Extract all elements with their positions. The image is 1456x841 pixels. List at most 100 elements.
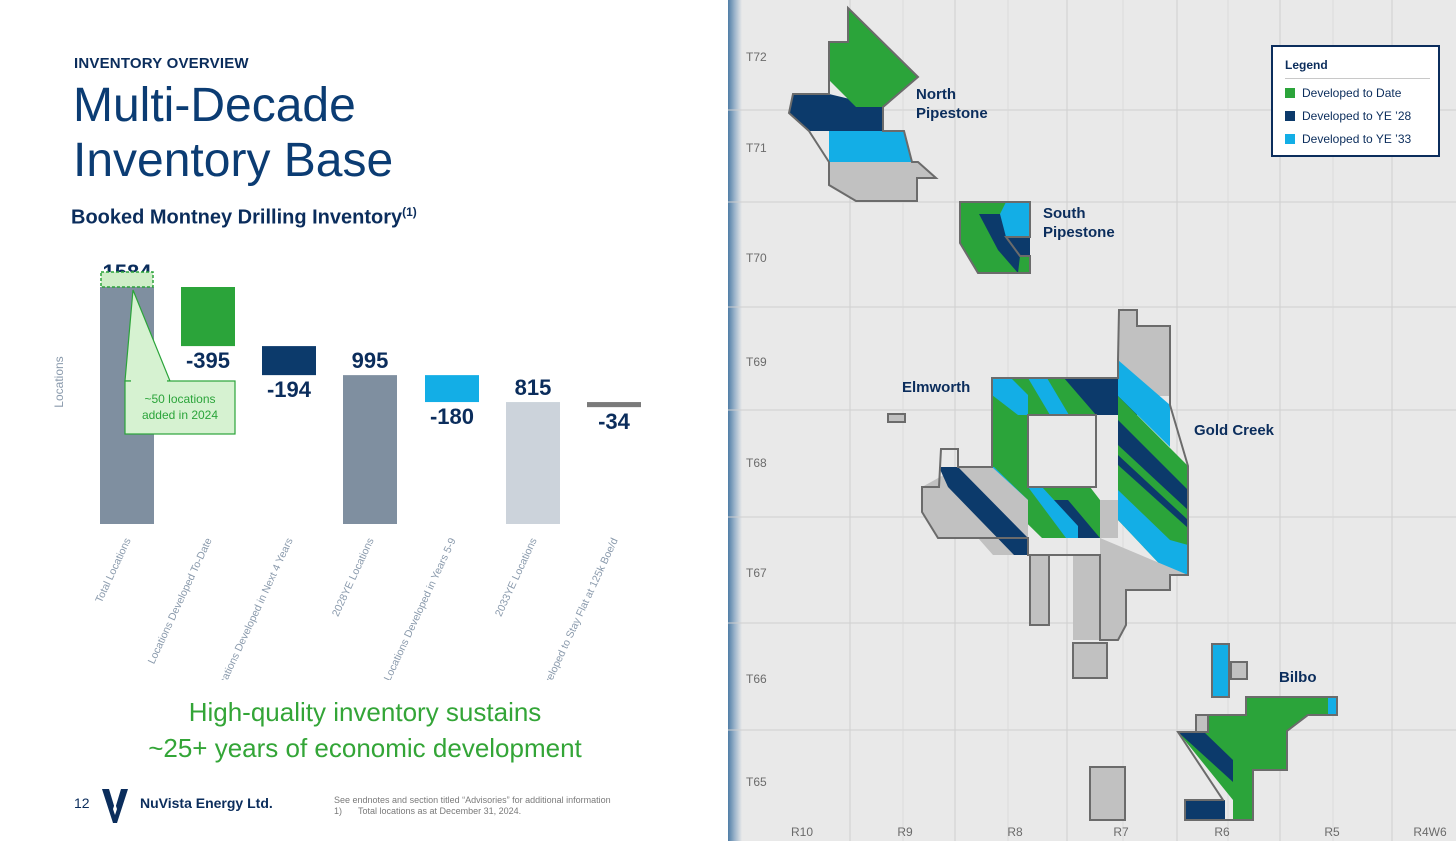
inventory-parcel xyxy=(1100,500,1118,538)
township-label: T68 xyxy=(746,456,767,470)
category-label: Total Locations xyxy=(93,536,133,605)
chart-title-footnote-ref: (1) xyxy=(402,205,417,219)
category-label: 2028YE Locations xyxy=(330,536,377,618)
callout-text-line-1: ~50 locations xyxy=(144,392,215,406)
township-label: T67 xyxy=(746,566,767,580)
township-label: T72 xyxy=(746,50,767,64)
waterfall-chart: Locations1584Total Locations-395Location… xyxy=(52,260,641,680)
developed-to-date-parcel xyxy=(1178,697,1337,820)
legend-item-developed-ye33: Developed to YE ’33 xyxy=(1285,132,1411,146)
legend-item-developed-to-date: Developed to Date xyxy=(1285,86,1401,100)
data-label: -34 xyxy=(598,409,631,434)
elmworth-small-parcel xyxy=(887,413,906,423)
tagline-line-2: ~25+ years of economic development xyxy=(148,733,582,763)
range-label: R4W6 xyxy=(1413,825,1447,839)
township-label: T65 xyxy=(746,775,767,789)
bilbo-label: Bilbo xyxy=(1279,669,1317,686)
bilbo-blue-parcel xyxy=(1211,643,1230,698)
legend-label: Developed to YE ’28 xyxy=(1302,109,1412,123)
category-label: Locations Developed in Next 4 Years xyxy=(212,536,295,680)
bar-2033ye-locations xyxy=(506,402,560,524)
bilbo-small-parcel xyxy=(1230,661,1248,680)
gold-creek-south-parcel xyxy=(1029,554,1050,626)
section-label: INVENTORY OVERVIEW xyxy=(74,55,249,72)
data-label: -180 xyxy=(430,404,474,429)
map-edge-shadow xyxy=(728,0,742,841)
gold-creek-inner xyxy=(1027,414,1097,488)
south-pipestone-label-line-2: Pipestone xyxy=(1043,224,1115,241)
bar-locations-developed-in-years-5-9 xyxy=(425,375,479,403)
title-line-1: Multi-Decade xyxy=(73,79,356,132)
legend-swatch-green xyxy=(1285,88,1295,98)
data-label: 995 xyxy=(352,348,389,373)
y-axis-label: Locations xyxy=(52,356,66,407)
township-label: T70 xyxy=(746,251,767,265)
developed-ye33-parcel xyxy=(1118,490,1188,575)
south-pipestone-label: South xyxy=(1043,205,1086,222)
callout-box xyxy=(124,380,236,435)
gold-creek-outline xyxy=(921,309,1189,641)
gold-creek-south-parcel-2 xyxy=(1072,642,1108,679)
added-2024-segment xyxy=(100,271,154,288)
township-label: T66 xyxy=(746,672,767,686)
north-pipestone-label-line-2: Pipestone xyxy=(916,105,988,122)
range-label: R5 xyxy=(1324,825,1340,839)
range-label: R6 xyxy=(1214,825,1230,839)
company-name: NuVista Energy Ltd. xyxy=(140,795,273,811)
bilbo-west-parcel xyxy=(1089,766,1126,821)
legend-swatch-blue xyxy=(1285,134,1295,144)
footnote-1-number: 1) xyxy=(334,806,343,816)
developed-ye28-parcel xyxy=(1185,800,1225,820)
range-label: R8 xyxy=(1007,825,1023,839)
page-number: 12 xyxy=(74,795,90,811)
developed-to-date-parcel xyxy=(829,8,918,107)
left-panel: INVENTORY OVERVIEW Multi-Decade Inventor… xyxy=(52,55,641,823)
legend-label: Developed to YE ’33 xyxy=(1302,132,1412,146)
bar-annual-locations-developed-to-stay-flat-at-125k-boe-d xyxy=(587,402,641,408)
range-label: R10 xyxy=(791,825,813,839)
developed-ye33-parcel xyxy=(1328,697,1337,715)
developed-ye33-parcel xyxy=(1000,202,1030,237)
developed-ye28-parcel xyxy=(939,467,1028,555)
gold-creek-label: Gold Creek xyxy=(1194,422,1275,439)
category-label: Locations Developed To-Date xyxy=(146,536,215,666)
footnote-advisories: See endnotes and section titled “Advisor… xyxy=(334,795,611,805)
page-title: Multi-Decade Inventory Base xyxy=(73,78,393,188)
developed-ye28-parcel xyxy=(1178,732,1233,782)
tagline-line-1: High-quality inventory sustains xyxy=(188,697,542,727)
footnote-1: 1) Total locations as at December 31, 202… xyxy=(334,806,521,816)
map-legend: Legend Developed to Date Developed to YE… xyxy=(1271,45,1440,157)
bar-2028ye-locations xyxy=(343,375,397,524)
developed-to-date-parcel xyxy=(1118,445,1188,520)
inventory-parcel xyxy=(1030,555,1049,625)
map-panel: T72 T71 T70 T69 T68 T67 T66 T65 R10 R9 R8 R7 R6 R5 R4W… xyxy=(728,0,1456,841)
north-pipestone-label: North xyxy=(916,86,956,103)
footnote-1-text: Total locations as at December 31, 2024. xyxy=(358,806,522,816)
legend-title: Legend xyxy=(1285,58,1328,72)
legend-label: Developed to Date xyxy=(1302,86,1402,100)
range-label: R9 xyxy=(897,825,913,839)
callout-text-line-2: added in 2024 xyxy=(142,408,218,422)
bar-locations-developed-to-date xyxy=(181,287,235,347)
south-pipestone-outline xyxy=(959,201,1031,274)
township-label: T71 xyxy=(746,141,767,155)
data-label: 815 xyxy=(515,375,552,400)
developed-ye33-parcel xyxy=(829,131,912,162)
chart-title: Booked Montney Drilling Inventory(1) xyxy=(71,205,417,230)
developed-ye33-parcel xyxy=(1028,378,1069,415)
developed-ye33-parcel xyxy=(1118,360,1170,447)
category-label: 2033YE Locations xyxy=(493,536,540,618)
legend-item-developed-ye28: Developed to YE ’28 xyxy=(1285,109,1411,123)
chart-title-text: Booked Montney Drilling Inventory xyxy=(71,206,403,229)
bar-locations-developed-in-next-4-years xyxy=(262,346,316,376)
category-label: Locations Developed in Years 5-9 xyxy=(382,536,459,680)
north-pipestone-outline xyxy=(787,5,939,202)
developed-ye33-parcel xyxy=(1028,487,1078,538)
range-label: R7 xyxy=(1113,825,1129,839)
township-label: T69 xyxy=(746,355,767,369)
elmworth-label: Elmworth xyxy=(902,379,970,396)
data-label: -395 xyxy=(186,348,230,373)
legend-divider xyxy=(1285,78,1430,79)
data-label: -194 xyxy=(267,377,312,402)
legend-swatch-navy xyxy=(1285,111,1295,121)
